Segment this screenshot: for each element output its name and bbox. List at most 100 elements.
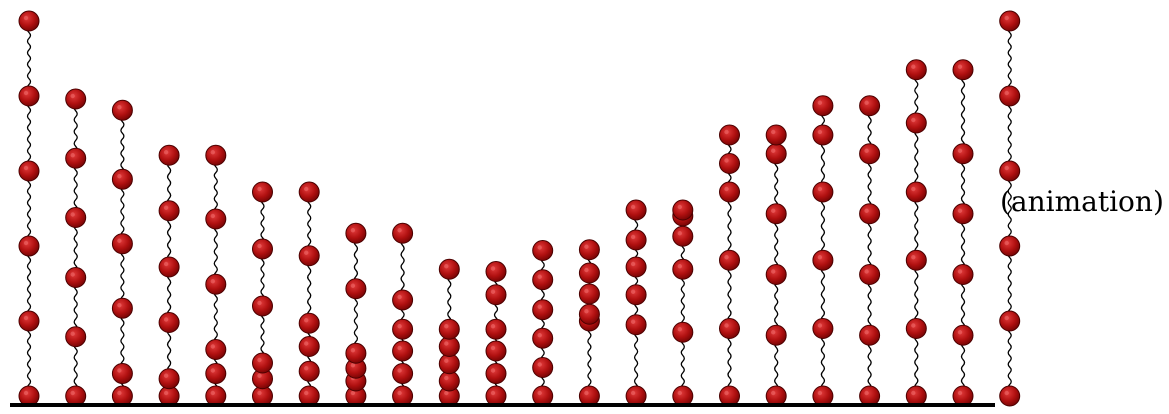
bead-14-5 bbox=[672, 199, 694, 221]
bead-8-3 bbox=[392, 318, 414, 340]
bead-highlight-3-2 bbox=[163, 317, 169, 322]
bead-0-2 bbox=[18, 235, 40, 257]
bead-highlight-17-2 bbox=[817, 255, 823, 260]
bead-highlight-10-0 bbox=[490, 390, 496, 396]
bead-highlight-1-4 bbox=[70, 153, 75, 158]
spring-15-1 bbox=[727, 259, 732, 329]
bead-highlight-8-1 bbox=[397, 368, 402, 373]
bead-17-3 bbox=[812, 181, 834, 203]
bead-16-3 bbox=[765, 203, 787, 225]
bead-3-5 bbox=[158, 144, 180, 166]
bead-17-5 bbox=[812, 95, 834, 117]
bead-6-2 bbox=[298, 336, 320, 357]
bead-highlight-5-2 bbox=[257, 357, 262, 363]
bead-17-2 bbox=[812, 249, 834, 271]
spring-19-3 bbox=[914, 122, 919, 193]
bead-13-4 bbox=[625, 229, 647, 251]
bead-5-3 bbox=[252, 295, 273, 317]
bead-18-2 bbox=[859, 264, 881, 285]
spring-4-4 bbox=[213, 154, 218, 220]
bead-18-4 bbox=[859, 143, 881, 165]
bead-19-3 bbox=[905, 181, 927, 203]
bead-11-3 bbox=[532, 299, 554, 321]
bead-highlight-6-3 bbox=[304, 318, 309, 323]
bead-11-4 bbox=[532, 269, 554, 291]
spring-0-0 bbox=[26, 320, 32, 397]
bead-highlight-17-3 bbox=[817, 186, 823, 192]
spring-15-0 bbox=[727, 328, 732, 397]
bead-highlight-16-5 bbox=[771, 129, 776, 135]
bead-19-5 bbox=[905, 59, 927, 81]
spring-0-3 bbox=[26, 95, 32, 172]
bead-highlight-6-2 bbox=[304, 341, 309, 346]
bead-highlight-14-3 bbox=[677, 231, 682, 236]
spring-6-3 bbox=[307, 255, 312, 324]
bead-highlight-16-1 bbox=[771, 330, 776, 335]
bead-5-4 bbox=[252, 238, 273, 260]
bead-highlight-5-0 bbox=[257, 390, 262, 396]
bead-10-2 bbox=[485, 340, 507, 362]
bead-highlight-13-0 bbox=[630, 390, 636, 396]
bead-15-3 bbox=[719, 181, 740, 203]
bead-highlight-4-0 bbox=[210, 390, 215, 396]
bead-6-3 bbox=[298, 312, 320, 334]
bead-highlight-14-0 bbox=[677, 390, 682, 396]
bead-highlight-14-1 bbox=[677, 327, 682, 332]
bead-highlight-8-2 bbox=[397, 345, 402, 351]
spring-17-0 bbox=[820, 328, 826, 397]
bead-20-2 bbox=[952, 264, 974, 285]
spring-14-1 bbox=[680, 268, 685, 333]
bead-highlight-18-0 bbox=[864, 390, 869, 396]
bead-highlight-13-2 bbox=[630, 289, 636, 294]
bead-highlight-0-1 bbox=[23, 315, 29, 321]
bead-highlight-21-0 bbox=[1004, 390, 1009, 396]
bead-highlight-5-3 bbox=[257, 300, 262, 306]
bead-highlight-4-4 bbox=[210, 213, 215, 219]
bead-0-3 bbox=[18, 160, 40, 182]
bead-5-5 bbox=[252, 181, 273, 203]
bead-highlight-14-5 bbox=[677, 204, 682, 210]
bead-20-4 bbox=[952, 143, 974, 165]
bead-highlight-15-5 bbox=[724, 129, 729, 135]
bead-9-4 bbox=[438, 318, 460, 340]
bead-12-5 bbox=[578, 239, 600, 261]
bead-highlight-19-3 bbox=[911, 186, 916, 192]
bead-0-1 bbox=[18, 310, 40, 332]
bead-15-4 bbox=[719, 153, 740, 174]
bead-highlight-11-5 bbox=[537, 245, 542, 250]
bead-15-2 bbox=[719, 249, 740, 271]
bead-6-5 bbox=[298, 181, 320, 203]
bead-4-3 bbox=[205, 273, 227, 295]
bead-15-5 bbox=[719, 124, 740, 146]
bead-2-3 bbox=[111, 233, 133, 255]
bead-16-1 bbox=[765, 324, 787, 346]
bead-highlight-9-4 bbox=[444, 324, 449, 329]
bead-highlight-16-4 bbox=[771, 148, 776, 153]
bead-13-1 bbox=[625, 314, 647, 336]
bead-highlight-3-0 bbox=[163, 390, 169, 396]
bead-highlight-5-1 bbox=[257, 373, 262, 378]
bead-highlight-21-4 bbox=[1004, 90, 1009, 96]
bead-highlight-10-3 bbox=[490, 324, 496, 329]
bead-highlight-19-5 bbox=[911, 64, 916, 69]
bead-highlight-0-0 bbox=[23, 390, 29, 396]
spring-17-1 bbox=[820, 259, 826, 329]
bead-highlight-13-1 bbox=[630, 319, 636, 324]
bead-highlight-18-2 bbox=[864, 269, 869, 274]
bead-highlight-20-5 bbox=[957, 64, 963, 69]
bead-highlight-11-4 bbox=[537, 274, 542, 279]
bead-highlight-16-0 bbox=[771, 390, 776, 396]
spring-21-0 bbox=[1007, 320, 1012, 397]
bead-highlight-4-3 bbox=[210, 279, 215, 284]
bead-highlight-13-5 bbox=[630, 204, 636, 210]
bead-highlight-6-0 bbox=[304, 390, 309, 396]
bead-highlight-20-3 bbox=[957, 208, 963, 213]
bead-highlight-7-2 bbox=[350, 363, 356, 368]
spring-19-0 bbox=[914, 328, 919, 397]
bead-20-3 bbox=[952, 203, 974, 225]
bead-14-3 bbox=[672, 225, 694, 247]
bead-highlight-6-4 bbox=[304, 250, 309, 255]
bead-highlight-18-3 bbox=[864, 208, 869, 213]
bead-highlight-8-3 bbox=[397, 324, 402, 329]
bead-highlight-10-2 bbox=[490, 345, 496, 351]
